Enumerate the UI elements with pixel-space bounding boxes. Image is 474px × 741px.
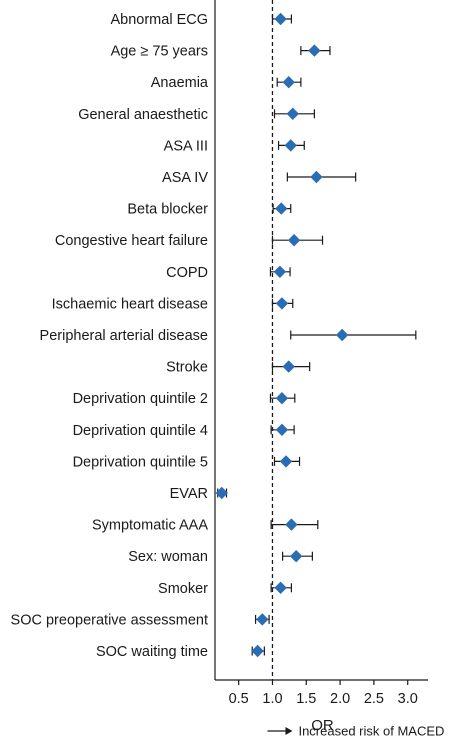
row-label: Deprivation quintile 2 <box>73 391 208 407</box>
forest-row: Deprivation quintile 5 <box>73 454 301 470</box>
forest-row: Abnormal ECG <box>110 12 293 28</box>
or-point-marker <box>308 44 321 57</box>
row-label: Deprivation quintile 5 <box>73 454 208 470</box>
or-point-marker <box>279 455 293 468</box>
forest-row: Ischaemic heart disease <box>52 296 294 312</box>
or-point-marker <box>256 613 269 626</box>
row-label: ASA III <box>164 138 208 154</box>
forest-row: Symptomatic AAA <box>92 518 319 534</box>
row-label: ASA IV <box>162 170 208 186</box>
row-label: EVAR <box>170 486 208 502</box>
or-point-marker <box>310 170 323 184</box>
row-label: General anaesthetic <box>78 107 208 123</box>
x-tick-label: 0.5 <box>229 691 249 707</box>
row-label: SOC preoperative assessment <box>11 612 208 628</box>
row-label: Deprivation quintile 4 <box>73 423 208 439</box>
forest-row: ASA III <box>164 138 305 154</box>
arrowhead-icon <box>285 727 293 735</box>
or-point-marker <box>275 202 288 215</box>
x-tick-label: 1.0 <box>262 691 282 707</box>
or-point-marker <box>287 234 301 247</box>
risk-annotation: Increased risk of MACED <box>267 724 444 739</box>
forest-row: General anaesthetic <box>78 107 315 123</box>
or-point-marker <box>275 392 289 405</box>
forest-row: Stroke <box>166 360 311 376</box>
or-point-marker <box>273 265 287 278</box>
forest-row: Sex: woman <box>128 549 313 565</box>
row-label: Ischaemic heart disease <box>52 296 208 312</box>
row-label: Abnormal ECG <box>110 12 208 28</box>
x-tick-label: 2.5 <box>364 691 384 707</box>
annotation-label: Increased risk of MACED <box>298 724 444 739</box>
forest-row: COPD <box>166 265 291 281</box>
x-axis-ticks: 0.5 1.0 1.5 2.0 2.5 3.0 <box>229 680 418 707</box>
row-label: Anaemia <box>151 75 209 91</box>
or-point-marker <box>282 76 295 89</box>
forest-row: Age ≥ 75 years <box>111 44 331 60</box>
row-label: Symptomatic AAA <box>92 518 208 534</box>
row-label: Peripheral arterial disease <box>40 328 208 344</box>
or-point-marker <box>274 12 287 26</box>
plot-rows: Abnormal ECG Age ≥ 75 years Anaemia General… <box>11 12 417 660</box>
row-label: COPD <box>166 265 208 281</box>
x-tick-label: 3.0 <box>398 691 418 707</box>
or-point-marker <box>285 518 298 531</box>
forest-row: SOC preoperative assessment <box>11 612 270 628</box>
or-point-marker <box>275 297 289 310</box>
or-point-marker <box>274 581 287 594</box>
or-point-marker <box>282 360 295 373</box>
forest-row: Beta blocker <box>127 202 292 218</box>
forest-row: Deprivation quintile 2 <box>73 391 296 407</box>
or-point-marker <box>284 139 297 152</box>
forest-row: Congestive heart failure <box>55 233 324 249</box>
forest-row: EVAR <box>170 486 228 502</box>
row-label: Congestive heart failure <box>55 233 208 249</box>
row-label: Smoker <box>158 581 208 597</box>
x-axis-title: OR <box>311 717 334 734</box>
forest-row: ASA IV <box>162 170 357 186</box>
row-label: Age ≥ 75 years <box>111 44 208 60</box>
forest-row: Peripheral arterial disease <box>40 328 417 344</box>
or-point-marker <box>286 107 299 120</box>
row-label: Sex: woman <box>128 549 208 565</box>
row-label: Stroke <box>166 360 208 376</box>
forest-row: Anaemia <box>151 75 302 91</box>
or-point-marker <box>289 550 303 563</box>
x-tick-label: 2.0 <box>330 691 350 707</box>
forest-row: SOC waiting time <box>96 644 265 660</box>
or-point-marker <box>275 423 289 436</box>
forest-row: Deprivation quintile 4 <box>73 423 295 439</box>
x-tick-label: 1.5 <box>296 691 316 707</box>
row-label: Beta blocker <box>127 202 208 218</box>
or-point-marker <box>215 486 228 500</box>
or-point-marker <box>335 328 349 342</box>
or-point-marker <box>251 644 264 658</box>
row-label: SOC waiting time <box>96 644 208 660</box>
forest-row: Smoker <box>158 581 293 597</box>
